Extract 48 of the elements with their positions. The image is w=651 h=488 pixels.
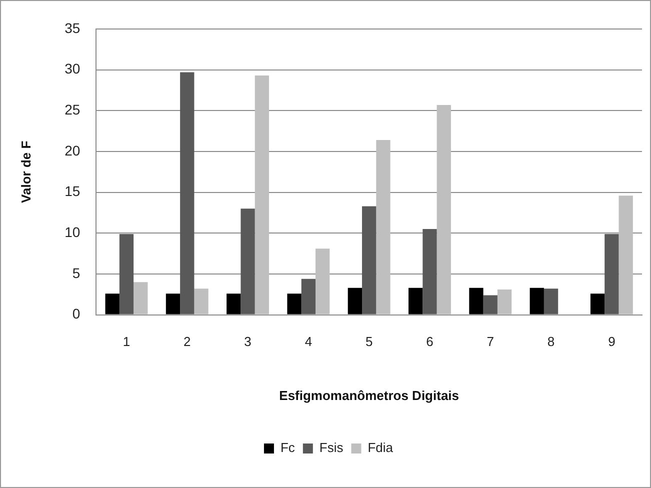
x-tick-label: 5 — [365, 334, 373, 350]
y-tick-label: 30 — [64, 60, 80, 77]
bar — [497, 289, 512, 314]
bar — [166, 294, 180, 314]
x-tick-label: 8 — [547, 334, 555, 350]
bar — [483, 295, 498, 314]
x-tick-label: 1 — [122, 334, 130, 350]
bar — [544, 288, 558, 314]
bar — [194, 288, 208, 314]
bar — [618, 196, 633, 314]
x-tick-label: 7 — [486, 334, 494, 350]
bar — [254, 76, 270, 314]
bar — [422, 229, 437, 314]
x-tick-label: 6 — [426, 334, 434, 350]
x-tick-label: 3 — [244, 334, 252, 350]
bar — [530, 288, 544, 314]
legend-label: Fsis — [319, 440, 344, 456]
y-tick-label: 20 — [64, 142, 80, 158]
bar — [287, 294, 302, 314]
bar — [301, 278, 316, 314]
bar — [348, 288, 362, 314]
bar — [119, 234, 134, 314]
x-axis-title: Esfigmomanômetros Digitais — [279, 388, 460, 403]
bar — [316, 248, 330, 314]
bar — [134, 282, 148, 314]
bar — [408, 288, 423, 314]
y-tick-label: 5 — [72, 264, 80, 281]
bar — [180, 72, 194, 314]
bar — [436, 104, 451, 314]
y-axis-title: Valor de F — [18, 140, 34, 203]
bar — [105, 294, 120, 314]
bar — [376, 140, 390, 314]
y-tick-label: 10 — [64, 224, 80, 240]
y-tick-label: 15 — [64, 183, 80, 200]
x-tick-label: 2 — [184, 334, 191, 350]
bar — [469, 288, 484, 314]
y-tick-label: 0 — [72, 306, 80, 322]
x-tick-label: 9 — [608, 334, 616, 350]
bar — [226, 294, 241, 314]
legend-label: Fdia — [368, 440, 394, 456]
y-tick-label: 25 — [64, 102, 80, 118]
bar — [590, 294, 605, 314]
x-tick-label: 4 — [304, 334, 312, 350]
y-tick-label: 35 — [64, 20, 80, 36]
bar — [240, 208, 255, 314]
bar — [362, 206, 376, 314]
bar — [604, 234, 619, 314]
legend-label: Fc — [280, 440, 296, 456]
